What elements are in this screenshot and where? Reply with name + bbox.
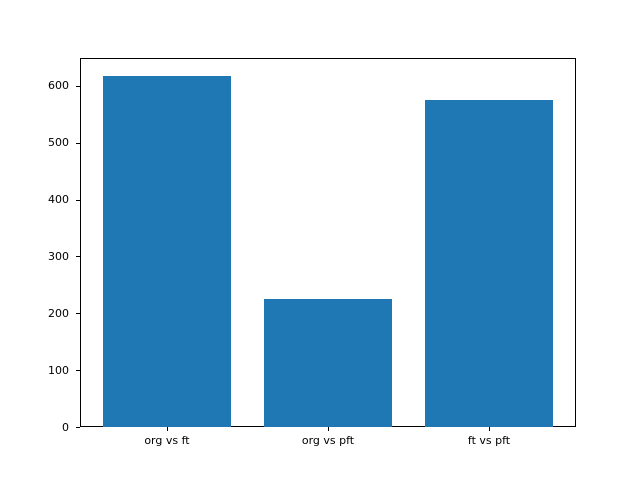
y-tick-mark <box>76 313 80 315</box>
y-tick-label: 400 <box>48 193 69 207</box>
y-tick-mark <box>76 256 80 258</box>
y-tick-mark <box>76 142 80 144</box>
y-tick-mark <box>76 427 80 428</box>
bar-org-vs-ft <box>102 75 232 427</box>
x-tick-label: org vs pft <box>301 434 355 447</box>
bar-ft-vs-pft <box>424 100 554 427</box>
x-tick-mark <box>489 427 491 431</box>
y-tick-label: 100 <box>48 363 69 377</box>
x-tick-mark <box>328 427 329 431</box>
y-tick-label: 500 <box>48 136 69 150</box>
y-tick-mark <box>76 370 80 372</box>
x-tick-label: ft vs pft <box>467 434 511 447</box>
y-tick-label: 0 <box>62 420 69 434</box>
y-tick-mark <box>76 199 80 201</box>
x-tick-mark <box>166 427 168 431</box>
y-tick-label: 600 <box>48 79 69 93</box>
y-tick-mark <box>76 85 80 87</box>
y-tick-label: 200 <box>48 306 69 320</box>
y-tick-label: 300 <box>48 249 69 263</box>
bar-org-vs-pft <box>263 299 393 427</box>
x-tick-label: org vs ft <box>144 434 190 447</box>
